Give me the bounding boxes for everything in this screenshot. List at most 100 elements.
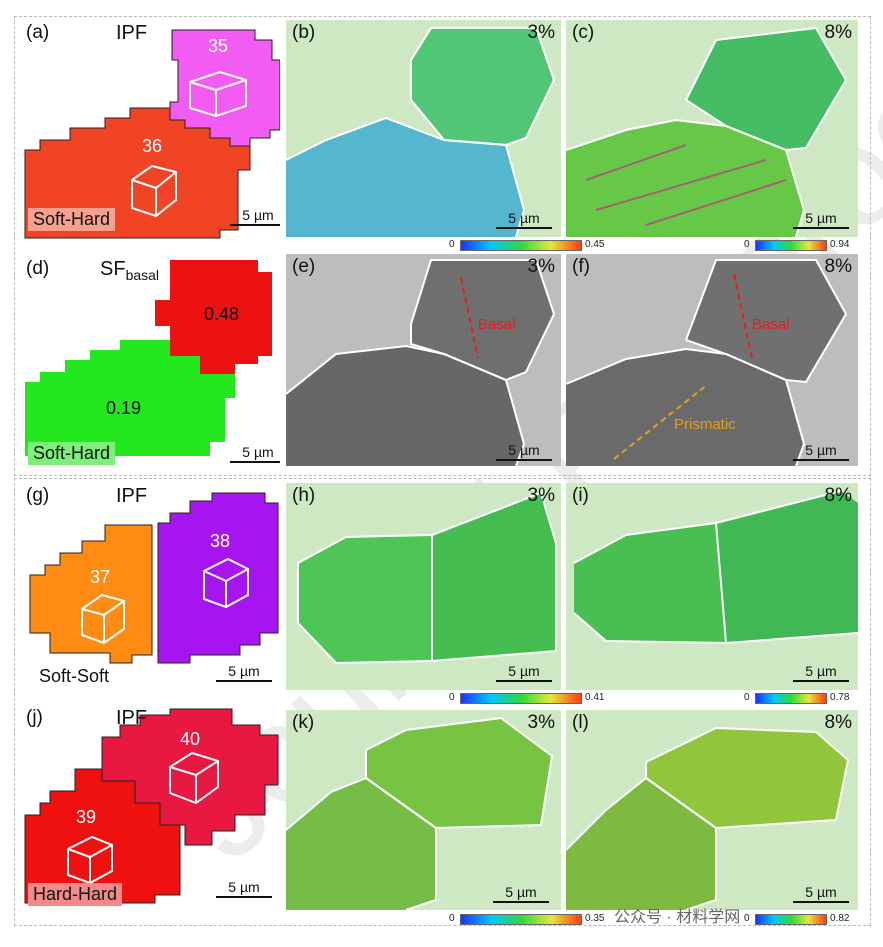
scale-text: 5 µm: [805, 663, 837, 679]
panel-label: (k): [292, 712, 315, 733]
scale-bar: 5 µm: [791, 884, 851, 903]
cbar-max: 0.78: [830, 692, 850, 703]
cbar-min: 0: [744, 913, 750, 924]
panel-label: (h): [292, 485, 316, 506]
scale-bar: 5 µm: [791, 210, 851, 229]
strain-label: 3%: [527, 256, 555, 277]
scale-bar: 5 µm: [494, 663, 554, 682]
crystal-icon-38: [203, 557, 249, 609]
pair-label: Soft-Soft: [39, 666, 110, 686]
crystal-icon-40: [169, 751, 219, 805]
panel-e-sem: (e) 3% Basal 5 µm: [286, 254, 561, 466]
panel-i-kam: (i) 8% 5 µm: [566, 483, 858, 690]
panel-k-kam: (k) 3% 5 µm: [286, 710, 561, 910]
panel-label: (f): [572, 256, 590, 277]
scale-text: 5 µm: [508, 663, 540, 679]
panel-b-kam: (b) 3% 5 µm: [286, 20, 561, 237]
scale-bar: 5 µm: [791, 442, 851, 461]
scale-text: 5 µm: [505, 884, 537, 900]
scale-text: 5 µm: [508, 210, 540, 226]
cbar-max: 0.94: [830, 239, 850, 250]
prismatic-trace: [613, 383, 709, 460]
cbar-max: 0.82: [830, 913, 850, 924]
kam-colorbar-b: 0 0.45: [449, 239, 604, 251]
pair-label: Soft-Hard: [28, 208, 116, 231]
basal-trace: [733, 273, 753, 359]
strain-label: 8%: [824, 256, 852, 277]
pair-label: Hard-Hard: [28, 883, 123, 906]
kam-map-k: [286, 716, 554, 910]
panel-label: (e): [292, 256, 316, 277]
panel-title: IPF: [116, 707, 148, 729]
grain-number-40: 40: [180, 729, 201, 749]
panel-label: (j): [26, 707, 43, 728]
scale-text: 5 µm: [805, 210, 837, 226]
grain-number-38: 38: [210, 531, 231, 551]
scale-bar: 5 µm: [228, 207, 280, 226]
basal-trace: [460, 277, 479, 359]
strain-label: 8%: [824, 712, 852, 733]
kam-colorbar-l: 0 0.82: [744, 913, 849, 925]
sem-image-f: [566, 259, 848, 466]
scale-bar: 5 µm: [491, 884, 551, 903]
scale-bar: 5 µm: [791, 663, 851, 682]
grain-number-37: 37: [90, 567, 111, 587]
grain-high-sf: [155, 260, 272, 374]
panel-label: (g): [26, 485, 50, 506]
kam-colorbar-k: 0 0.35: [449, 913, 604, 925]
kam-map-i: [573, 490, 858, 645]
cbar-max: 0.35: [585, 913, 605, 924]
panel-h-kam: (h) 3% 5 µm: [286, 483, 561, 690]
sf-map-d: [25, 260, 272, 456]
kam-colorbar-h: 0 0.41: [449, 692, 604, 704]
panel-a-ipf: (a) IPF 35 36 Soft-Hard 5 µm: [20, 20, 280, 245]
ipf-map-j: [24, 708, 279, 904]
panel-g-ipf: (g) IPF 37 38 Soft-Soft 5 µm: [20, 483, 280, 693]
kam-map-l: [566, 726, 850, 910]
strain-label: 8%: [824, 22, 852, 43]
crystal-icon-35: [189, 70, 247, 118]
footer-watermark: 公众号 · 材料学网: [614, 909, 741, 926]
strain-label: 3%: [527, 22, 555, 43]
cbar-max: 0.41: [585, 692, 605, 703]
kam-colorbar-c: 0 0.94: [744, 239, 849, 251]
scale-text: 5 µm: [228, 879, 260, 895]
panel-label: (c): [572, 22, 595, 43]
grain-low-sf: [25, 340, 235, 456]
panel-title: IPF: [116, 22, 148, 44]
title-sub: basal: [125, 267, 160, 283]
frame-soft-hard: [14, 16, 871, 476]
scale-text: 5 µm: [242, 444, 274, 460]
panel-title: IPF: [116, 485, 148, 507]
cbar-min: 0: [449, 239, 455, 250]
panel-label: (i): [572, 485, 589, 506]
panel-title: SFbasal: [100, 258, 159, 283]
frame-soft-soft-hard-hard: [14, 478, 871, 926]
scale-text: 5 µm: [228, 663, 260, 679]
panel-label: (a): [26, 22, 50, 43]
panel-j-ipf: (j) IPF 40 39 Hard-Hard 5 µm: [20, 705, 280, 910]
sem-image-e: [286, 259, 556, 466]
kam-map-c: [566, 26, 848, 237]
panel-l-kam: (l) 8% 5 µm: [566, 710, 858, 910]
kam-map-b: [286, 27, 556, 237]
scale-text: 5 µm: [508, 442, 540, 458]
panel-f-sem: (f) 8% Basal Prismatic 5 µm: [566, 254, 858, 466]
sf-value-top: 0.48: [204, 304, 240, 324]
crystal-icon-39: [67, 835, 113, 885]
grain-number-35: 35: [208, 36, 229, 56]
title-main: SF: [100, 258, 126, 280]
grain-37: [29, 524, 153, 664]
scale-text: 5 µm: [805, 442, 837, 458]
crystal-icon-36: [131, 164, 177, 218]
cbar-max: 0.45: [585, 239, 605, 250]
crystal-icon-37: [81, 593, 125, 645]
trace-label-prismatic: Prismatic: [674, 416, 736, 433]
scale-text: 5 µm: [242, 207, 274, 223]
kam-colorbar-i: 0 0.78: [744, 692, 849, 704]
cbar-min: 0: [744, 239, 750, 250]
ipf-map-a: [24, 29, 280, 239]
scale-bar: 5 µm: [494, 210, 554, 229]
ipf-map-g: [29, 492, 279, 664]
scale-bar: 5 µm: [228, 444, 280, 463]
